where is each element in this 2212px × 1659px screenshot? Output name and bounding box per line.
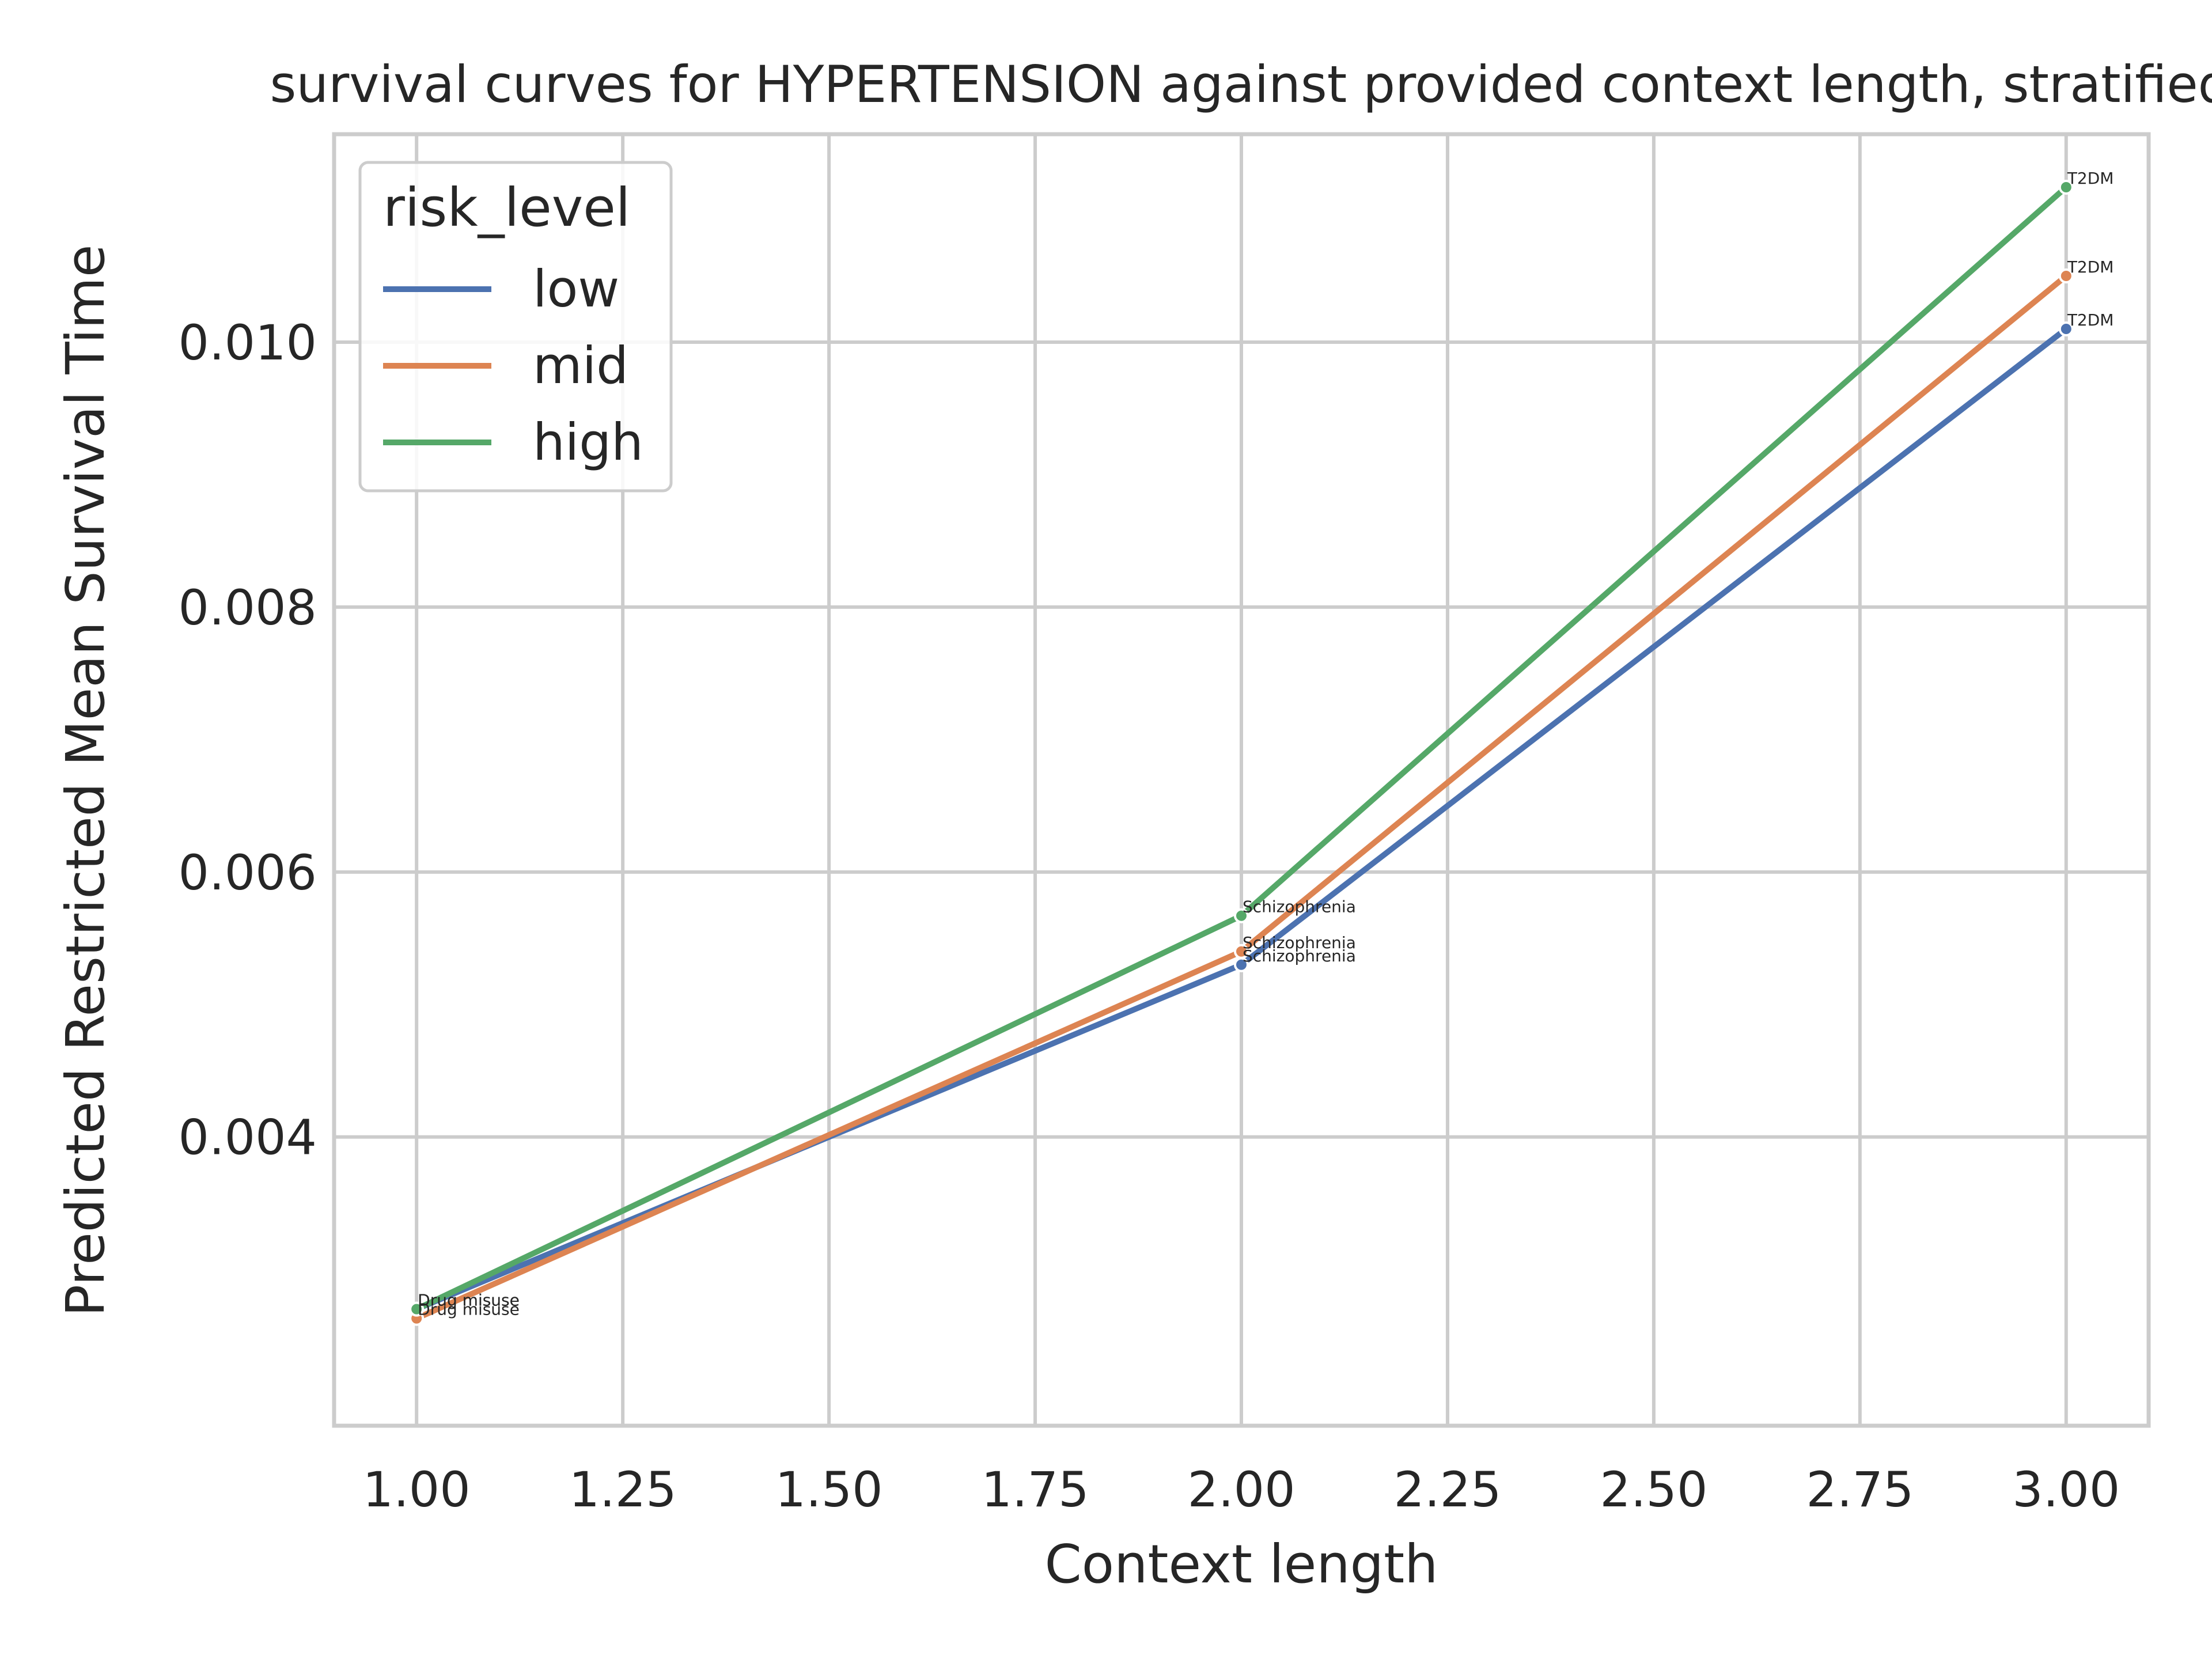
legend-box (358, 161, 673, 493)
point-annotations: Drug misuse Schizophrenia T2DM Drug misuse S… (418, 169, 2113, 1319)
x-tick-label: 2.50 (1600, 1461, 1707, 1518)
legend-label-low: low (533, 259, 619, 319)
x-tick-label: 3.00 (2012, 1461, 2120, 1518)
y-tick-label: 0.006 (179, 844, 317, 901)
point-label: Drug misuse (418, 1291, 520, 1310)
point-label: T2DM (2067, 257, 2114, 276)
point-label: Schizophrenia (1243, 897, 1356, 916)
plot-frame (332, 132, 2151, 1428)
x-tick-label: 1.00 (363, 1461, 471, 1518)
y-tick-label: 0.010 (179, 315, 317, 371)
data-point-mid (2058, 268, 2074, 284)
tick-labels: 1.00 1.25 1.50 1.75 2.00 2.25 2.50 2.75 3.00 0.00… (179, 315, 2120, 1518)
x-tick-label: 2.00 (1187, 1461, 1295, 1518)
x-tick-label: 1.25 (569, 1461, 677, 1518)
x-tick-label: 1.75 (982, 1461, 1089, 1518)
x-tick-label: 2.75 (1806, 1461, 1914, 1518)
x-axis-label: Context length (1045, 1533, 1438, 1595)
data-point-low (2058, 321, 2074, 337)
point-label: T2DM (2067, 310, 2114, 329)
x-tick-label: 1.50 (775, 1461, 883, 1518)
point-label: Schizophrenia (1243, 933, 1356, 952)
legend-label-mid: mid (533, 336, 628, 395)
legend-title: risk_level (383, 177, 630, 238)
data-point-mid (1234, 944, 1249, 959)
series-layer (409, 179, 2074, 1326)
point-label: T2DM (2067, 169, 2114, 188)
y-axis-label: Predicted Restricted Mean Survival Time (55, 244, 116, 1316)
x-tick-label: 2.25 (1393, 1461, 1501, 1518)
chart-title: survival curves for HYPERTENSION against… (270, 55, 2212, 114)
y-tick-label: 0.008 (179, 579, 317, 636)
data-point-high (2058, 179, 2074, 195)
point-label: Drug misuse (418, 1300, 520, 1319)
data-point-high (1234, 908, 1249, 923)
point-label: Drug misuse (418, 1291, 520, 1310)
y-tick-label: 0.004 (179, 1109, 317, 1166)
data-point-high (409, 1301, 425, 1317)
point-label: Schizophrenia (1243, 946, 1356, 965)
legend-label-high: high (533, 412, 643, 472)
